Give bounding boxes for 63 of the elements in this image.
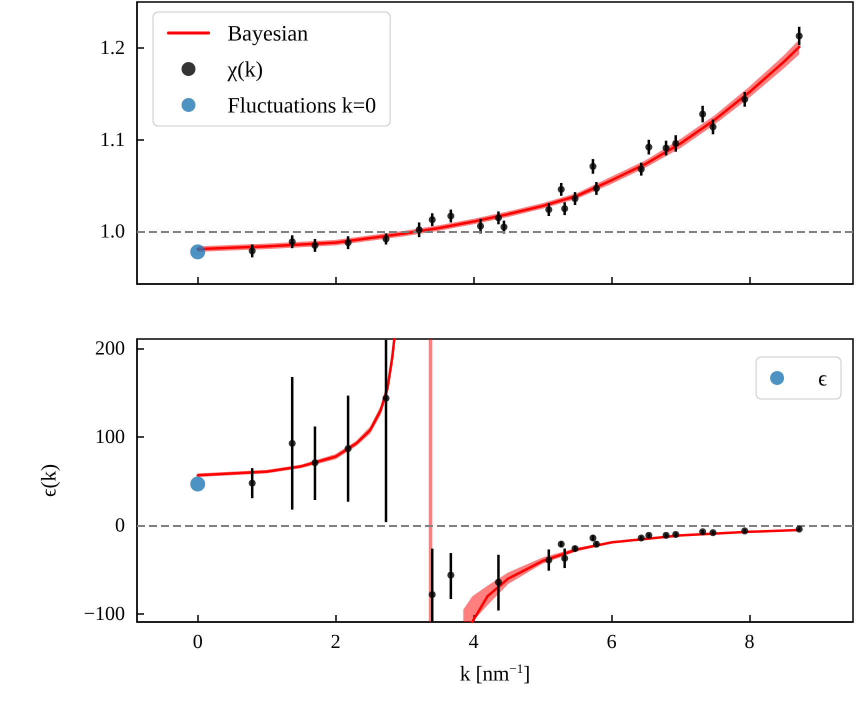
- point: [382, 235, 390, 242]
- point: [572, 195, 579, 202]
- point: [428, 216, 436, 224]
- point: [344, 239, 352, 246]
- point: [545, 556, 552, 564]
- point: [248, 480, 256, 487]
- point: [709, 123, 716, 130]
- point: [709, 529, 716, 536]
- x-tick-label: 4: [468, 631, 479, 653]
- point: [672, 530, 680, 538]
- point: [645, 532, 652, 539]
- legend-label: Bayesian: [228, 20, 308, 46]
- point: [699, 110, 706, 118]
- y-tick-label: 100: [95, 426, 125, 448]
- y-tick-label: 1.0: [100, 220, 125, 243]
- y-tick-label: 200: [95, 338, 125, 360]
- legend-label: Fluctuations k=0: [228, 92, 376, 118]
- point: [447, 572, 454, 579]
- point: [592, 184, 600, 192]
- point: [572, 545, 579, 552]
- point: [311, 459, 318, 466]
- point: [662, 532, 670, 539]
- point: [545, 206, 552, 214]
- point: [796, 526, 803, 533]
- point: [311, 242, 318, 249]
- point: [190, 476, 206, 492]
- legend-label: χ(k): [226, 56, 263, 82]
- point: [662, 144, 670, 152]
- point: [416, 226, 423, 234]
- point: [638, 534, 645, 542]
- point: [288, 238, 296, 246]
- y-tick-label: −100: [84, 603, 125, 626]
- point: [382, 394, 390, 402]
- point: [741, 96, 748, 103]
- legend-label: ϵ: [818, 366, 828, 390]
- point: [494, 214, 502, 222]
- point: [699, 528, 706, 536]
- point: [288, 440, 296, 447]
- y-tick-label: 1.1: [100, 128, 125, 151]
- point: [500, 224, 508, 231]
- point: [477, 222, 484, 230]
- point: [589, 162, 596, 170]
- point: [558, 186, 565, 193]
- point: [796, 32, 803, 40]
- point: [494, 578, 502, 586]
- point: [344, 445, 352, 452]
- point: [741, 527, 748, 534]
- point: [248, 247, 256, 254]
- x-tick-label: 2: [330, 631, 341, 653]
- x-tick-label: 6: [606, 631, 617, 653]
- point: [672, 140, 680, 147]
- x-tick-label: 8: [744, 631, 755, 653]
- point: [447, 212, 454, 220]
- y-tick-label: 1.2: [100, 36, 125, 59]
- x-tick-label: 0: [192, 631, 203, 653]
- point: [561, 554, 568, 562]
- point: [645, 144, 652, 151]
- point: [190, 244, 206, 260]
- y-axis-title: ϵ(k): [36, 464, 60, 497]
- y-tick-label: 0: [115, 514, 125, 537]
- point: [561, 205, 568, 212]
- point: [428, 591, 436, 598]
- point: [638, 166, 645, 173]
